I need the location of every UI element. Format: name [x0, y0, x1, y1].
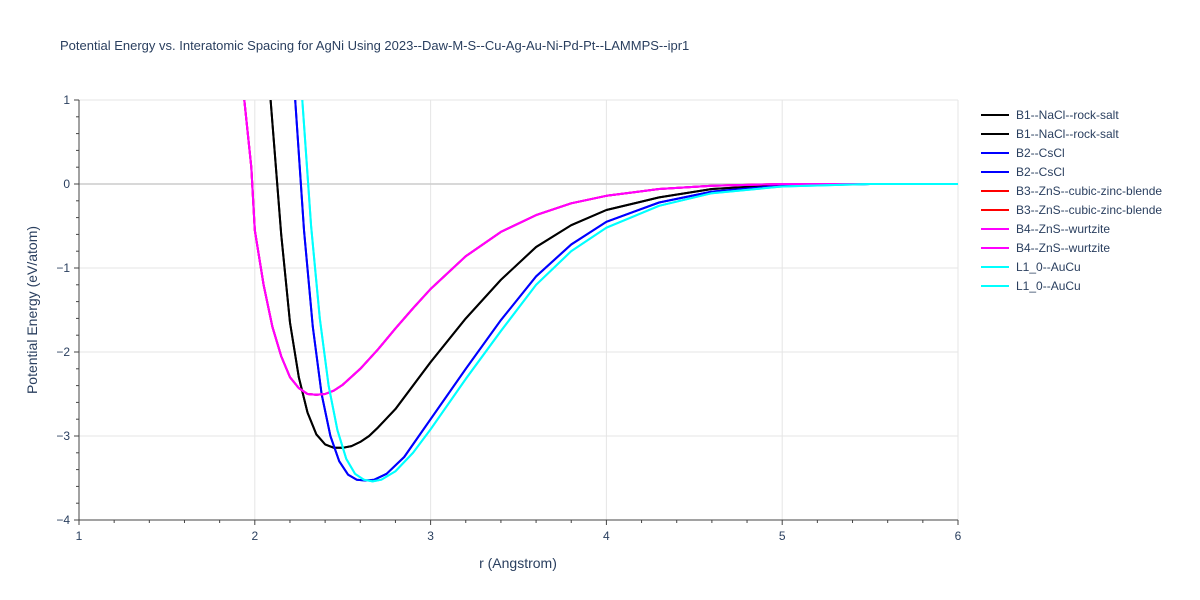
series-line-1 — [271, 100, 958, 448]
legend-item[interactable]: B1--NaCl--rock-salt — [981, 108, 1119, 122]
series-line-9 — [302, 100, 958, 481]
legend-item[interactable]: L1_0--AuCu — [981, 279, 1081, 293]
legend-label: L1_0--AuCu — [1016, 279, 1081, 293]
series-line-8 — [244, 100, 958, 395]
legend-label: B3--ZnS--cubic-zinc-blende — [1016, 203, 1162, 217]
legend-label: B1--NaCl--rock-salt — [1016, 108, 1119, 122]
series-line-10 — [302, 100, 958, 481]
y-tick-label: 1 — [63, 93, 70, 107]
x-tick-label: 6 — [955, 529, 962, 543]
legend-item[interactable]: B3--ZnS--cubic-zinc-blende — [981, 203, 1162, 217]
series-line-3 — [295, 100, 958, 481]
legend-label: B1--NaCl--rock-salt — [1016, 127, 1119, 141]
legend-item[interactable]: L1_0--AuCu — [981, 260, 1081, 274]
legend-item[interactable]: B2--CsCl — [981, 165, 1065, 179]
x-tick-label: 5 — [779, 529, 786, 543]
y-tick-label: 0 — [63, 177, 70, 191]
y-tick-label: −2 — [56, 345, 70, 359]
x-tick-label: 2 — [251, 529, 258, 543]
legend-item[interactable]: B4--ZnS--wurtzite — [981, 241, 1110, 255]
legend-item[interactable]: B1--NaCl--rock-salt — [981, 127, 1119, 141]
series-line-5 — [244, 100, 958, 395]
x-tick-label: 4 — [603, 529, 610, 543]
legend-label: B2--CsCl — [1016, 146, 1065, 160]
x-tick-label: 1 — [76, 529, 83, 543]
chart-title: Potential Energy vs. Interatomic Spacing… — [60, 38, 689, 53]
series-line-2 — [271, 100, 958, 448]
y-axis-title: Potential Energy (eV/atom) — [24, 226, 40, 394]
x-tick-labels: 1 2 3 4 5 6 — [76, 529, 962, 543]
series-line-7 — [244, 100, 958, 395]
x-axis-title: r (Angstrom) — [479, 555, 557, 571]
legend-label: B4--ZnS--wurtzite — [1016, 222, 1110, 236]
y-tick-label: −4 — [56, 513, 70, 527]
legend-label: L1_0--AuCu — [1016, 260, 1081, 274]
y-tick-label: −3 — [56, 429, 70, 443]
legend-label: B3--ZnS--cubic-zinc-blende — [1016, 184, 1162, 198]
y-tick-label: −1 — [56, 261, 70, 275]
legend-item[interactable]: B4--ZnS--wurtzite — [981, 222, 1110, 236]
series-line-6 — [244, 100, 958, 395]
legend-item[interactable]: B3--ZnS--cubic-zinc-blende — [981, 184, 1162, 198]
series-lines — [244, 100, 958, 481]
legend-label: B2--CsCl — [1016, 165, 1065, 179]
grid-lines — [79, 100, 958, 520]
y-tick-labels: 1 0 −1 −2 −3 −4 — [56, 93, 70, 527]
x-tick-label: 3 — [427, 529, 434, 543]
legend-item[interactable]: B2--CsCl — [981, 146, 1065, 160]
series-line-4 — [295, 100, 958, 481]
legend: B1--NaCl--rock-salt B1--NaCl--rock-salt B2… — [981, 108, 1162, 293]
legend-label: B4--ZnS--wurtzite — [1016, 241, 1110, 255]
